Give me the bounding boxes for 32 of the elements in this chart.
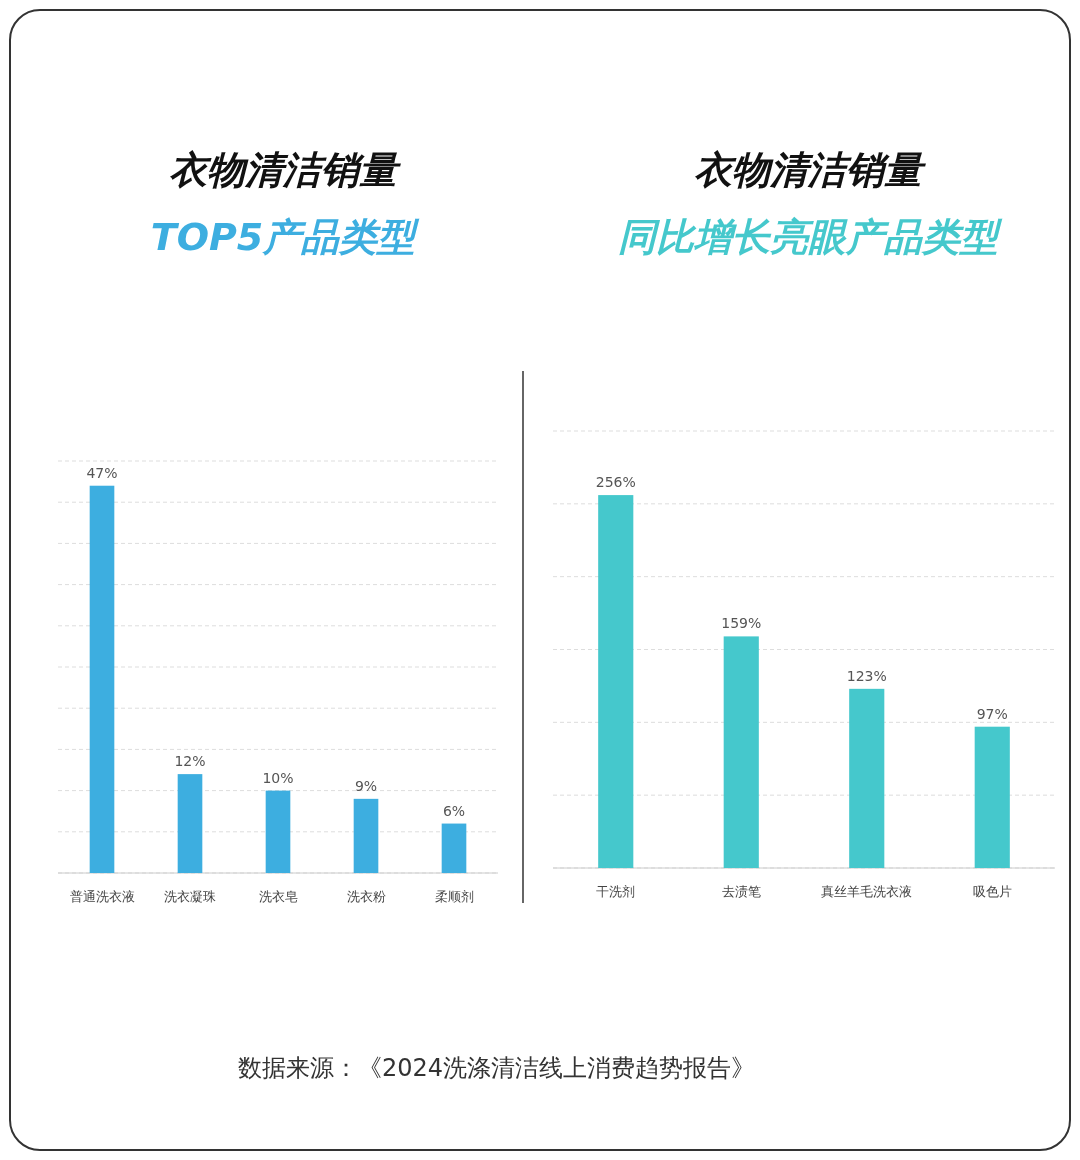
x-tick-label: 洗衣粉 <box>346 889 386 904</box>
source-note: 数据来源：《2024洗涤清洁线上消费趋势报告》 <box>238 1054 756 1082</box>
x-tick-label: 柔顺剂 <box>434 889 474 904</box>
bar <box>849 688 885 868</box>
chart-subtitle: 同比增长亮眼产品类型 <box>618 215 1003 259</box>
data-label: 10% <box>262 769 294 786</box>
data-label: 159% <box>721 615 762 632</box>
data-label: 12% <box>174 753 206 770</box>
bar <box>265 790 291 873</box>
data-label: 6% <box>442 802 466 819</box>
chart-title: 衣物清洁销量 <box>694 148 926 192</box>
data-label: 97% <box>976 705 1008 722</box>
data-label: 9% <box>354 777 378 794</box>
x-tick-label: 普通洗衣液 <box>69 889 135 904</box>
chart-subtitle: TOP5产品类型 <box>150 215 421 259</box>
chart-title: 衣物清洁销量 <box>169 148 401 192</box>
x-tick-label: 洗衣皂 <box>258 889 298 904</box>
bar <box>974 726 1010 868</box>
data-label: 256% <box>595 474 636 491</box>
bar <box>353 798 379 873</box>
bar <box>177 774 203 873</box>
x-tick-label: 去渍笔 <box>721 884 761 899</box>
data-label: 123% <box>846 667 887 684</box>
x-tick-label: 吸色片 <box>972 884 1012 899</box>
bar <box>89 485 115 873</box>
x-tick-label: 干洗剂 <box>596 884 636 899</box>
bar <box>598 495 634 868</box>
data-label: 47% <box>86 464 118 481</box>
bar <box>723 636 759 868</box>
x-tick-label: 洗衣凝珠 <box>164 889 216 904</box>
bar <box>441 823 467 873</box>
x-tick-label: 真丝羊毛洗衣液 <box>821 884 913 899</box>
